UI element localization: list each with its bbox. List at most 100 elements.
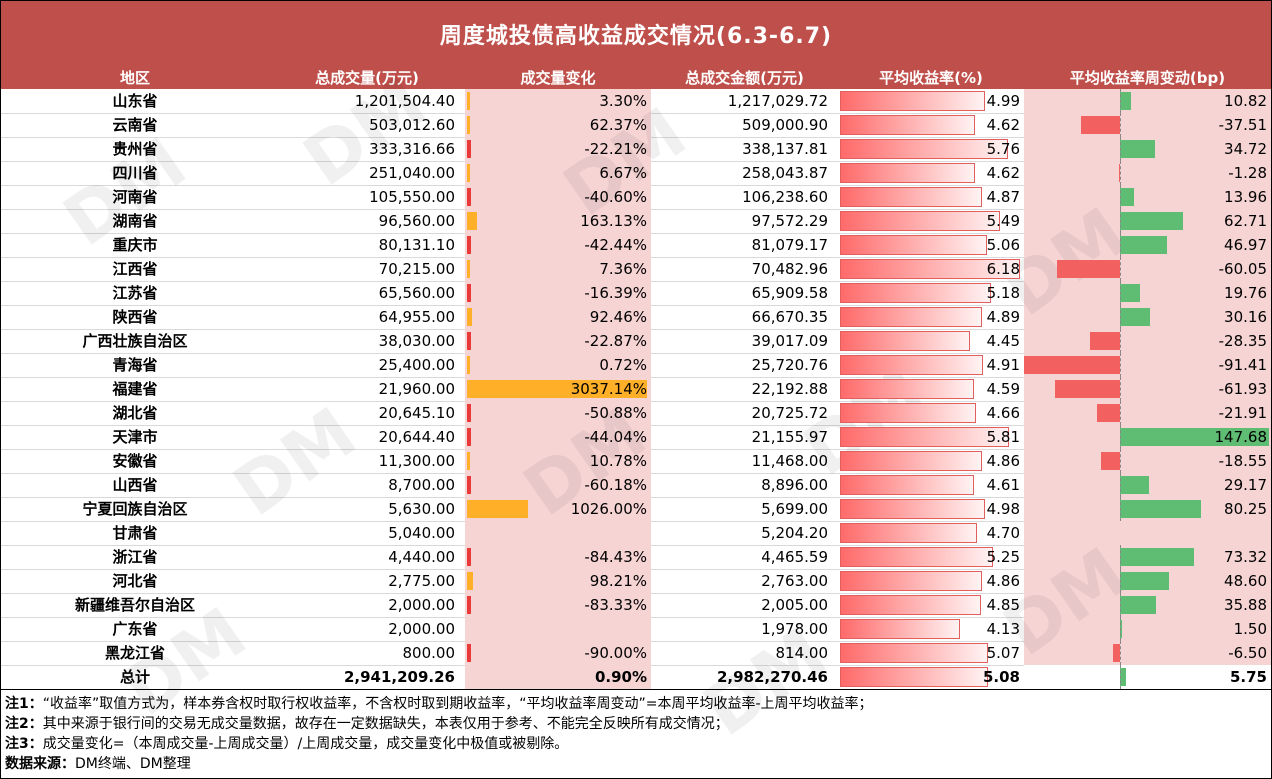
header-volume: 总成交量(万元): [315, 69, 419, 87]
weekly-change-cell: [1024, 521, 1271, 545]
region-cell: 山东省: [112, 92, 158, 110]
weekly-change-bar: [1113, 644, 1120, 662]
yield-cell: 5.76: [838, 137, 1024, 161]
weekly-change-bar: [1120, 596, 1157, 614]
volume-cell: 503,012.60: [369, 116, 455, 134]
vol-change-label: 3.30%: [599, 92, 647, 110]
note-text: 成交量变化=（本周成交量-上周成交量）/上周成交量，成交量变化中极值或被剔除。: [42, 736, 569, 752]
volume-cell: 1,201,504.40: [354, 92, 455, 110]
yield-cell: 4.62: [838, 113, 1024, 137]
vol-change-cell: -50.88%: [465, 401, 651, 425]
region-cell: 安徽省: [112, 452, 158, 470]
weekly-change-cell: 73.32: [1024, 545, 1271, 569]
weekly-axis: [1120, 473, 1121, 497]
note-label: 注3：: [5, 736, 43, 752]
table-row: 云南省 503,012.60 62.37% 509,000.90 4.62 -37.51: [1, 113, 1271, 138]
amount-cell: 70,482.96: [751, 260, 828, 278]
weekly-change-cell: 34.72: [1024, 137, 1271, 161]
yield-cell: 4.61: [838, 473, 1024, 497]
yield-bar: [840, 187, 982, 207]
vol-change-bar: [467, 428, 471, 446]
yield-cell: 5.06: [838, 233, 1024, 257]
yield-label: 5.07: [986, 644, 1020, 662]
volume-cell: 4,440.00: [388, 548, 455, 566]
region-cell: 黑龙江省: [104, 644, 165, 662]
note-text: 其中来源于银行间的交易无成交量数据，故存在一定数据缺失，本表仅用于参考、不能完全…: [42, 716, 729, 732]
amount-cell: 22,192.88: [751, 380, 828, 398]
weekly-change-cell: 80.25: [1024, 497, 1271, 521]
yield-bar: [840, 499, 986, 519]
weekly-axis: [1120, 137, 1121, 161]
weekly-change-cell: 19.76: [1024, 281, 1271, 305]
vol-change-bar: [467, 404, 471, 422]
vol-change-cell: 163.13%: [465, 209, 651, 233]
vol-change-label: -60.18%: [584, 476, 647, 494]
yield-bar: [840, 331, 970, 351]
weekly-change-cell: -6.50: [1024, 641, 1271, 665]
source-text: DM终端、DM整理: [75, 756, 191, 772]
volume-cell: 5,040.00: [388, 524, 455, 542]
vol-change-cell: -40.60%: [465, 185, 651, 209]
vol-change-cell: 62.37%: [465, 113, 651, 137]
weekly-change-bar: [1120, 92, 1131, 110]
weekly-change-cell: 29.17: [1024, 473, 1271, 497]
yield-label: 5.18: [986, 284, 1020, 302]
weekly-change-cell: 10.82: [1024, 89, 1271, 113]
header-amount: 总成交金额(万元): [685, 69, 804, 87]
note-label: 注2：: [5, 716, 43, 732]
weekly-change-cell: 46.97: [1024, 233, 1271, 257]
vol-change-cell: -90.00%: [465, 641, 651, 665]
weekly-change-label: 29.17: [1224, 476, 1267, 494]
weekly-axis: [1120, 569, 1121, 593]
amount-cell: 1,978.00: [761, 620, 828, 638]
yield-label: 4.91: [986, 356, 1020, 374]
weekly-change-label: 35.88: [1224, 596, 1267, 614]
weekly-change-bar: [1120, 212, 1184, 230]
weekly-change-bar: [1054, 380, 1120, 398]
region-cell: 浙江省: [112, 548, 158, 566]
amount-cell: 814.00: [775, 644, 829, 662]
vol-change-cell: 0.72%: [465, 353, 651, 377]
yield-label: 4.99: [986, 92, 1020, 110]
weekly-change-bar: [1120, 140, 1156, 158]
yield-bar: [840, 547, 993, 567]
weekly-change-cell: 5.75: [1024, 665, 1271, 689]
weekly-axis: [1120, 305, 1121, 329]
region-cell: 广东省: [112, 620, 158, 638]
weekly-axis: [1120, 257, 1121, 281]
weekly-axis: [1120, 113, 1121, 137]
region-cell: 江苏省: [112, 284, 158, 302]
region-cell: 新疆维吾尔自治区: [74, 596, 195, 614]
weekly-change-cell: 48.60: [1024, 569, 1271, 593]
region-cell: 总计: [119, 668, 150, 686]
volume-cell: 11,300.00: [378, 452, 455, 470]
vol-change-cell: -44.04%: [465, 425, 651, 449]
vol-change-cell: 0.90%: [465, 665, 651, 689]
table-row: 广西壮族自治区 38,030.00 -22.87% 39,017.09 4.45 -28.…: [1, 329, 1271, 354]
volume-cell: 96,560.00: [378, 212, 455, 230]
weekly-change-bar: [1024, 356, 1120, 374]
amount-cell: 5,204.20: [761, 524, 828, 542]
weekly-change-bar: [1120, 572, 1170, 590]
volume-cell: 2,775.00: [388, 572, 455, 590]
region-cell: 重庆市: [112, 236, 158, 254]
yield-bar: [840, 163, 975, 183]
region-cell: 山西省: [112, 476, 158, 494]
weekly-change-label: 13.96: [1224, 188, 1267, 206]
source-label: 数据来源：: [5, 756, 75, 772]
vol-change-label: -40.60%: [584, 188, 647, 206]
header-yield: 平均收益率(%): [879, 69, 983, 87]
yield-label: 4.70: [986, 524, 1020, 542]
volume-cell: 20,645.10: [378, 404, 455, 422]
weekly-change-cell: 62.71: [1024, 209, 1271, 233]
vol-change-label: -84.43%: [584, 548, 647, 566]
yield-label: 4.45: [986, 332, 1020, 350]
amount-cell: 2,005.00: [761, 596, 828, 614]
weekly-axis: [1120, 665, 1121, 689]
yield-cell: 4.59: [838, 377, 1024, 401]
table-row: 青海省 25,400.00 0.72% 25,720.76 4.91 -91.41: [1, 353, 1271, 378]
yield-cell: 5.07: [838, 641, 1024, 665]
yield-cell: 5.18: [838, 281, 1024, 305]
weekly-change-cell: 35.88: [1024, 593, 1271, 617]
